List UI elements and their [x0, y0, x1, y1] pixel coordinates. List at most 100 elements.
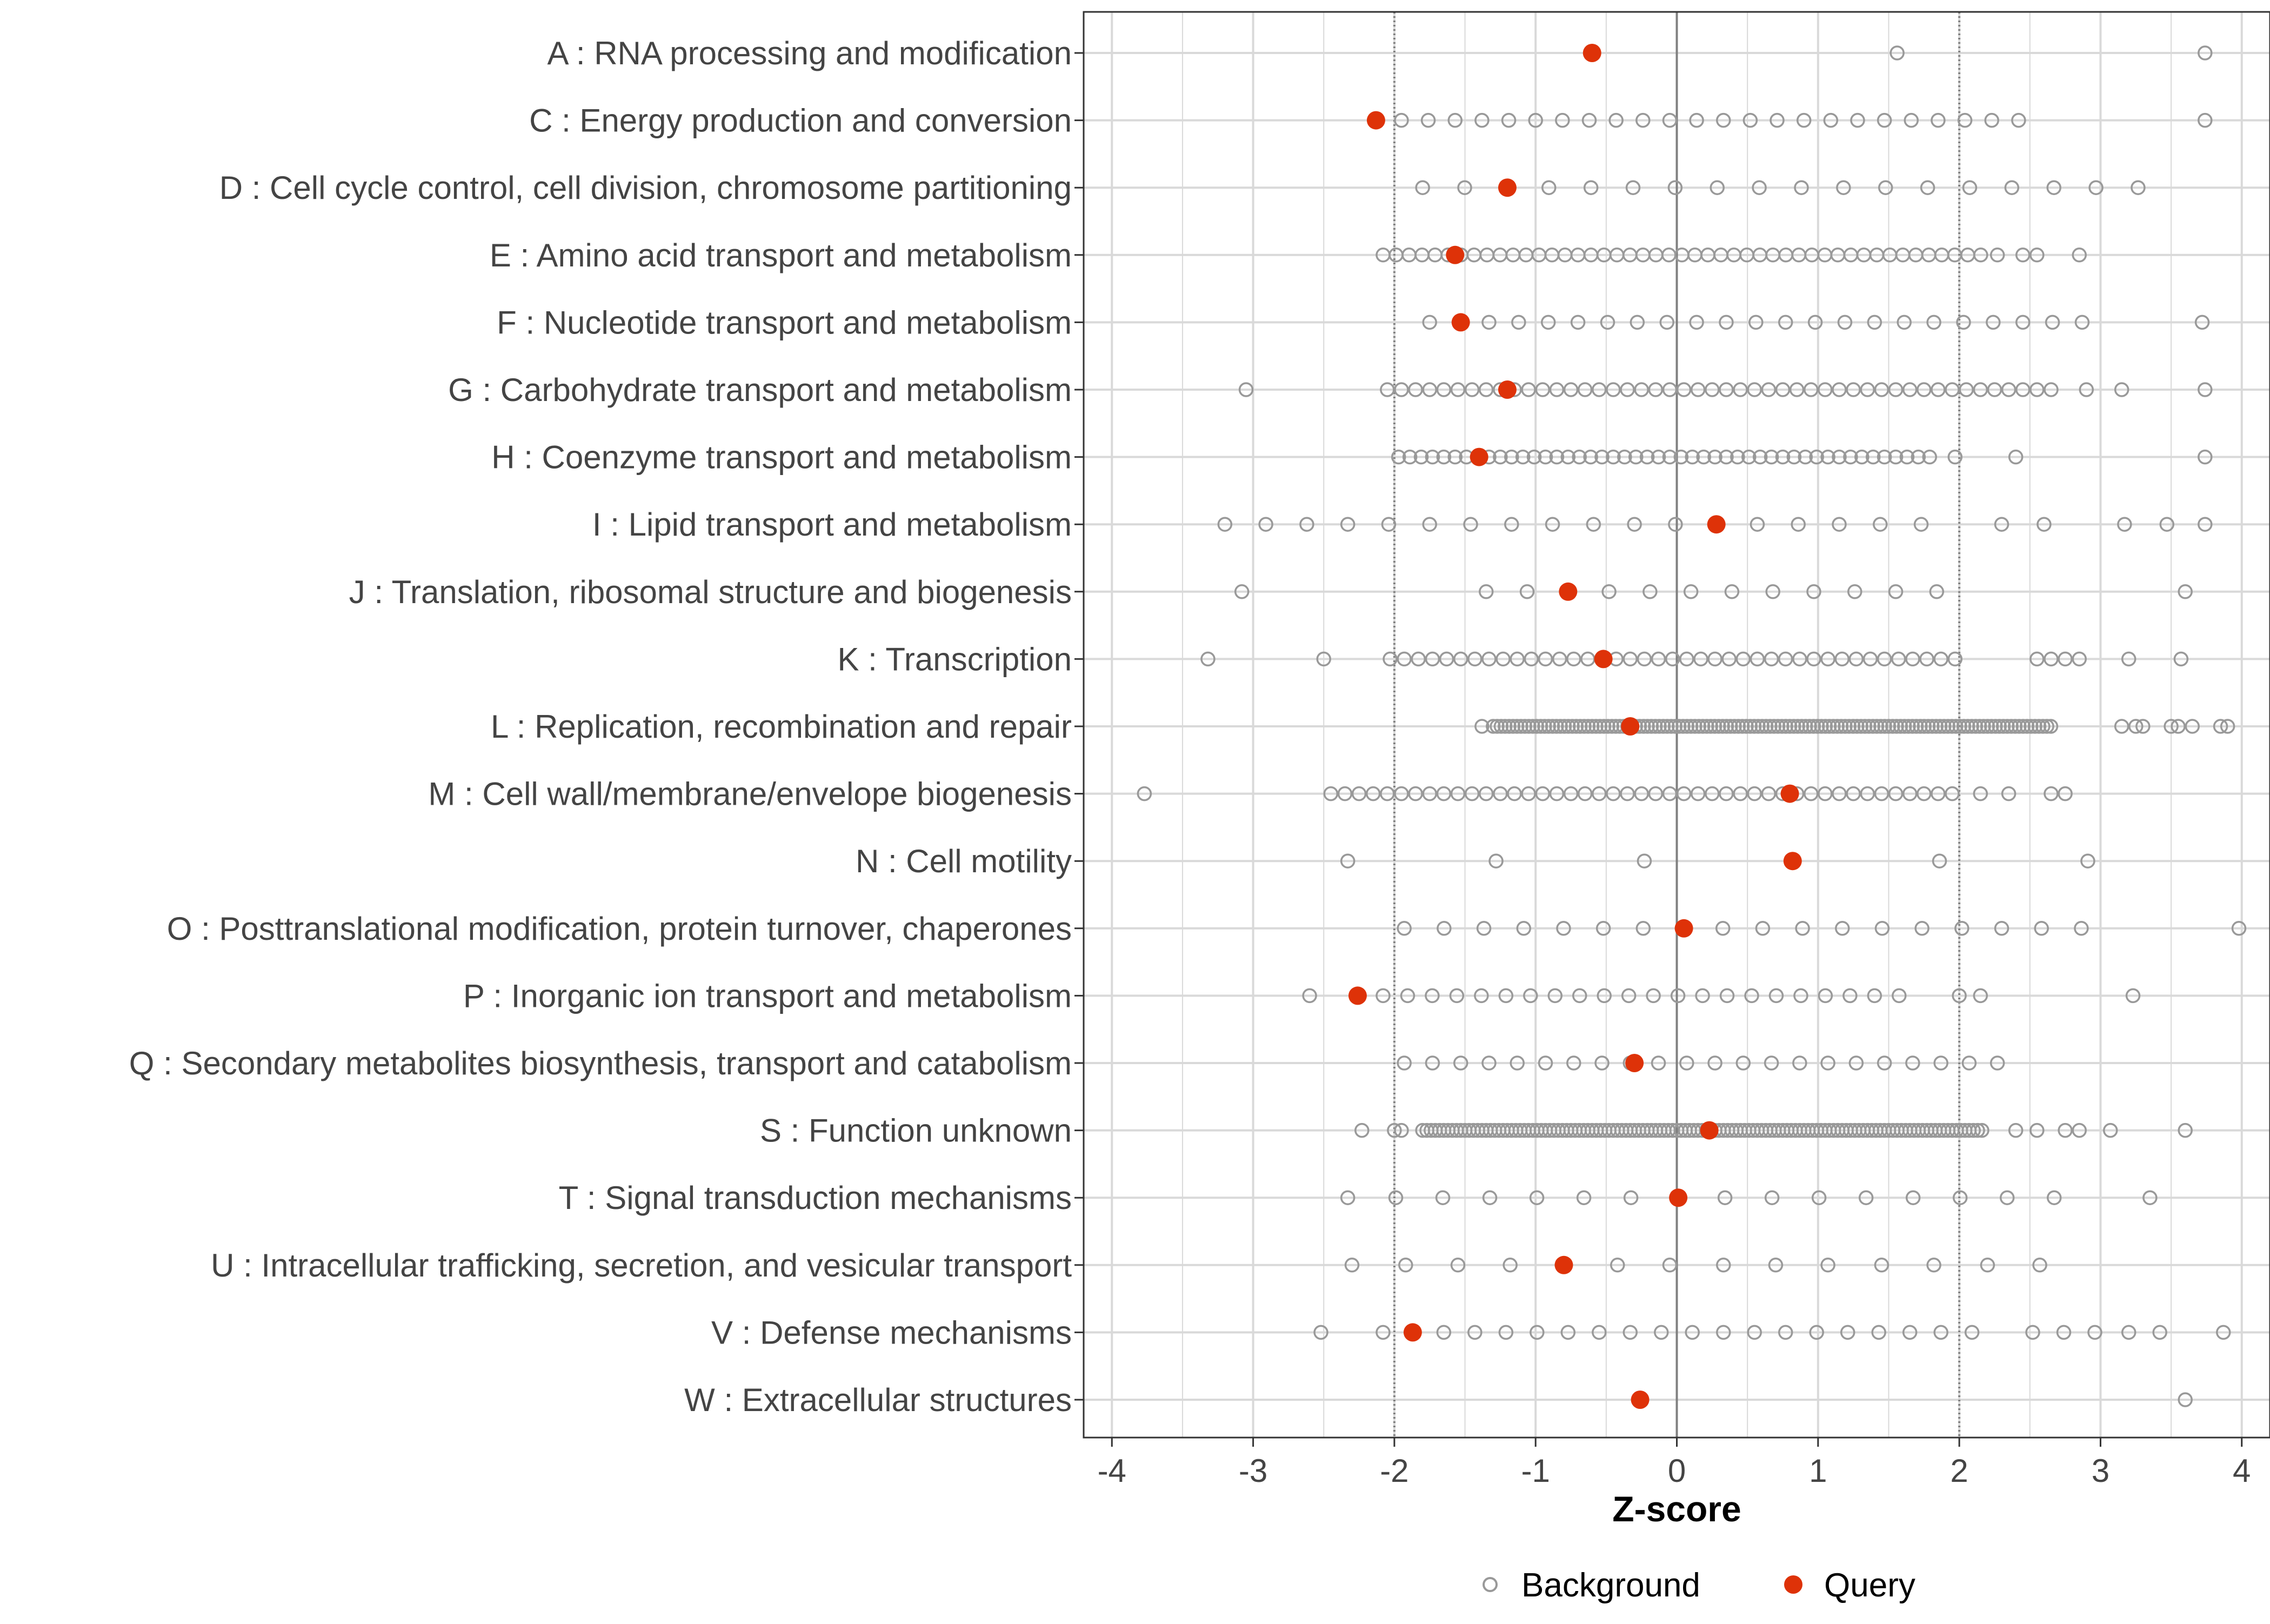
- background-point: [1625, 180, 1641, 195]
- background-point: [1890, 45, 1905, 61]
- background-point: [1719, 786, 1734, 801]
- background-point: [1561, 719, 1576, 734]
- background-point: [1511, 315, 1526, 330]
- background-point: [1552, 651, 1567, 667]
- background-point: [1917, 719, 1932, 734]
- background-point: [1621, 988, 1637, 1004]
- background-point: [1854, 449, 1870, 465]
- background-point: [1956, 315, 1971, 330]
- background-point: [1478, 584, 1494, 599]
- background-point: [1662, 112, 1678, 128]
- background-point: [1592, 382, 1607, 397]
- background-point: [1999, 1190, 2015, 1205]
- background-point: [1888, 786, 1904, 801]
- background-point: [1679, 651, 1694, 667]
- background-point: [1467, 651, 1483, 667]
- background-point: [1818, 382, 1833, 397]
- background-point: [2121, 1325, 2137, 1340]
- background-point: [1572, 988, 1587, 1004]
- background-point: [1733, 786, 1748, 801]
- background-point: [1727, 719, 1742, 734]
- background-point: [1596, 719, 1612, 734]
- background-point: [1566, 651, 1581, 667]
- background-point: [1464, 382, 1480, 397]
- background-point: [1989, 248, 2005, 263]
- background-point: [1992, 719, 2007, 734]
- background-point: [1710, 180, 1725, 195]
- background-point: [1538, 1055, 1553, 1071]
- background-point: [1513, 719, 1528, 734]
- background-point: [1809, 1325, 1824, 1340]
- background-point: [1644, 719, 1659, 734]
- background-point: [1673, 449, 1689, 465]
- background-point: [1960, 719, 1975, 734]
- background-point: [1770, 112, 1785, 128]
- background-point: [1662, 382, 1678, 397]
- background-point: [1651, 449, 1666, 465]
- background-point: [1495, 651, 1511, 667]
- background-point: [1376, 988, 1391, 1004]
- background-point: [1803, 382, 1819, 397]
- background-point: [1515, 449, 1531, 465]
- background-point: [1449, 988, 1465, 1004]
- background-point: [1659, 719, 1675, 734]
- background-point: [1258, 517, 1273, 532]
- background-point: [2015, 719, 2031, 734]
- background-point: [1604, 719, 1620, 734]
- background-point: [1549, 786, 1565, 801]
- background-point: [1931, 112, 1946, 128]
- background-point: [1715, 719, 1730, 734]
- background-point: [1525, 719, 1540, 734]
- background-point: [1848, 651, 1864, 667]
- background-point: [1568, 719, 1584, 734]
- background-point: [1606, 449, 1621, 465]
- background-point: [1217, 517, 1233, 532]
- background-point: [1436, 1325, 1452, 1340]
- category-label: W : Extracellular structures: [684, 1382, 1072, 1418]
- background-point: [1447, 449, 1463, 465]
- background-point: [1989, 1055, 2005, 1071]
- background-point: [2034, 921, 2049, 936]
- background-point: [1411, 651, 1426, 667]
- background-point: [1988, 719, 2003, 734]
- background-point: [1588, 719, 1604, 734]
- background-point: [1540, 315, 1556, 330]
- background-point: [1874, 1258, 1890, 1273]
- background-point: [1436, 449, 1452, 465]
- background-point: [1425, 988, 1440, 1004]
- background-point: [2058, 786, 2073, 801]
- background-point: [1665, 651, 1680, 667]
- background-point: [2185, 719, 2200, 734]
- background-point: [1877, 1055, 1892, 1071]
- background-point: [2142, 1190, 2158, 1205]
- background-point: [1662, 786, 1678, 801]
- background-point: [1365, 786, 1381, 801]
- background-point: [1662, 449, 1678, 465]
- background-point: [2056, 1325, 2072, 1340]
- background-point: [1973, 786, 1988, 801]
- background-point: [1610, 1258, 1625, 1273]
- background-point: [2058, 1122, 2073, 1138]
- background-point: [1862, 651, 1878, 667]
- background-point: [1474, 112, 1490, 128]
- background-point: [1913, 719, 1928, 734]
- background-point: [1549, 449, 1565, 465]
- background-point: [1676, 786, 1692, 801]
- background-point: [1541, 719, 1556, 734]
- background-point: [1846, 786, 1861, 801]
- background-point: [1608, 112, 1624, 128]
- background-point: [1577, 786, 1593, 801]
- background-point: [1498, 988, 1514, 1004]
- background-point: [1961, 1055, 1977, 1071]
- background-point: [1832, 517, 1847, 532]
- background-point: [2000, 719, 2015, 734]
- background-point: [1439, 651, 1454, 667]
- query-point: [1366, 111, 1385, 130]
- background-point: [1481, 651, 1497, 667]
- background-point: [1741, 449, 1757, 465]
- background-point: [2074, 921, 2089, 936]
- background-point: [1814, 719, 1829, 734]
- background-point: [1846, 382, 1861, 397]
- query-point: [1403, 1323, 1422, 1342]
- category-label: S : Function unknown: [760, 1113, 1072, 1149]
